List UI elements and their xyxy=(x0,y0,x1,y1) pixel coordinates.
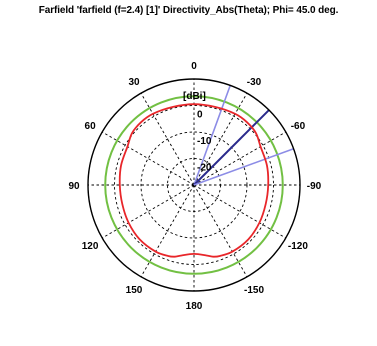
direction-lines-layer xyxy=(193,85,294,186)
outer-frame xyxy=(87,78,301,292)
angle-label-0: 0 xyxy=(191,61,197,72)
angle-label-8: 120 xyxy=(82,241,99,252)
chart-title: Farfield 'farfield (f=2.4) [1]' Directiv… xyxy=(38,5,339,16)
outer-circle xyxy=(87,78,301,292)
grid-spoke-10 xyxy=(101,131,195,186)
angular-tick-labels: 0 -30 -60 -90 -120 -150 180 150 120 90 60 30 xyxy=(68,61,321,312)
angle-label-11: 30 xyxy=(128,77,140,88)
angle-label-3: -90 xyxy=(307,181,322,192)
radial-tick-labels: 0 -10 -20 [dBi] xyxy=(183,91,212,174)
directivity-curve xyxy=(118,103,270,258)
angle-label-5: -150 xyxy=(244,285,264,296)
angle-label-1: -30 xyxy=(247,77,262,88)
direction-line-2 xyxy=(193,147,294,186)
angle-label-7: 150 xyxy=(126,285,143,296)
directivity-series-layer xyxy=(118,103,270,258)
radial-tick-1: -10 xyxy=(197,136,212,147)
radial-tick-2: -20 xyxy=(197,163,212,174)
angle-label-2: -60 xyxy=(291,121,306,132)
grid-spoke-8 xyxy=(101,184,195,239)
angle-label-10: 60 xyxy=(85,121,97,132)
angle-label-9: 90 xyxy=(68,181,80,192)
direction-line-0 xyxy=(193,85,232,186)
grid-spoke-4 xyxy=(193,184,287,239)
grid-circle-1 xyxy=(140,131,248,239)
angle-label-4: -120 xyxy=(288,241,308,252)
angle-label-6: 180 xyxy=(186,301,203,312)
unit-label: [dBi] xyxy=(183,91,206,102)
reference-circle-layer xyxy=(104,95,284,275)
reference-circle xyxy=(104,95,284,275)
direction-line-1 xyxy=(193,109,270,186)
grid-circle-2 xyxy=(114,105,274,265)
radial-tick-0: 0 xyxy=(197,110,203,121)
